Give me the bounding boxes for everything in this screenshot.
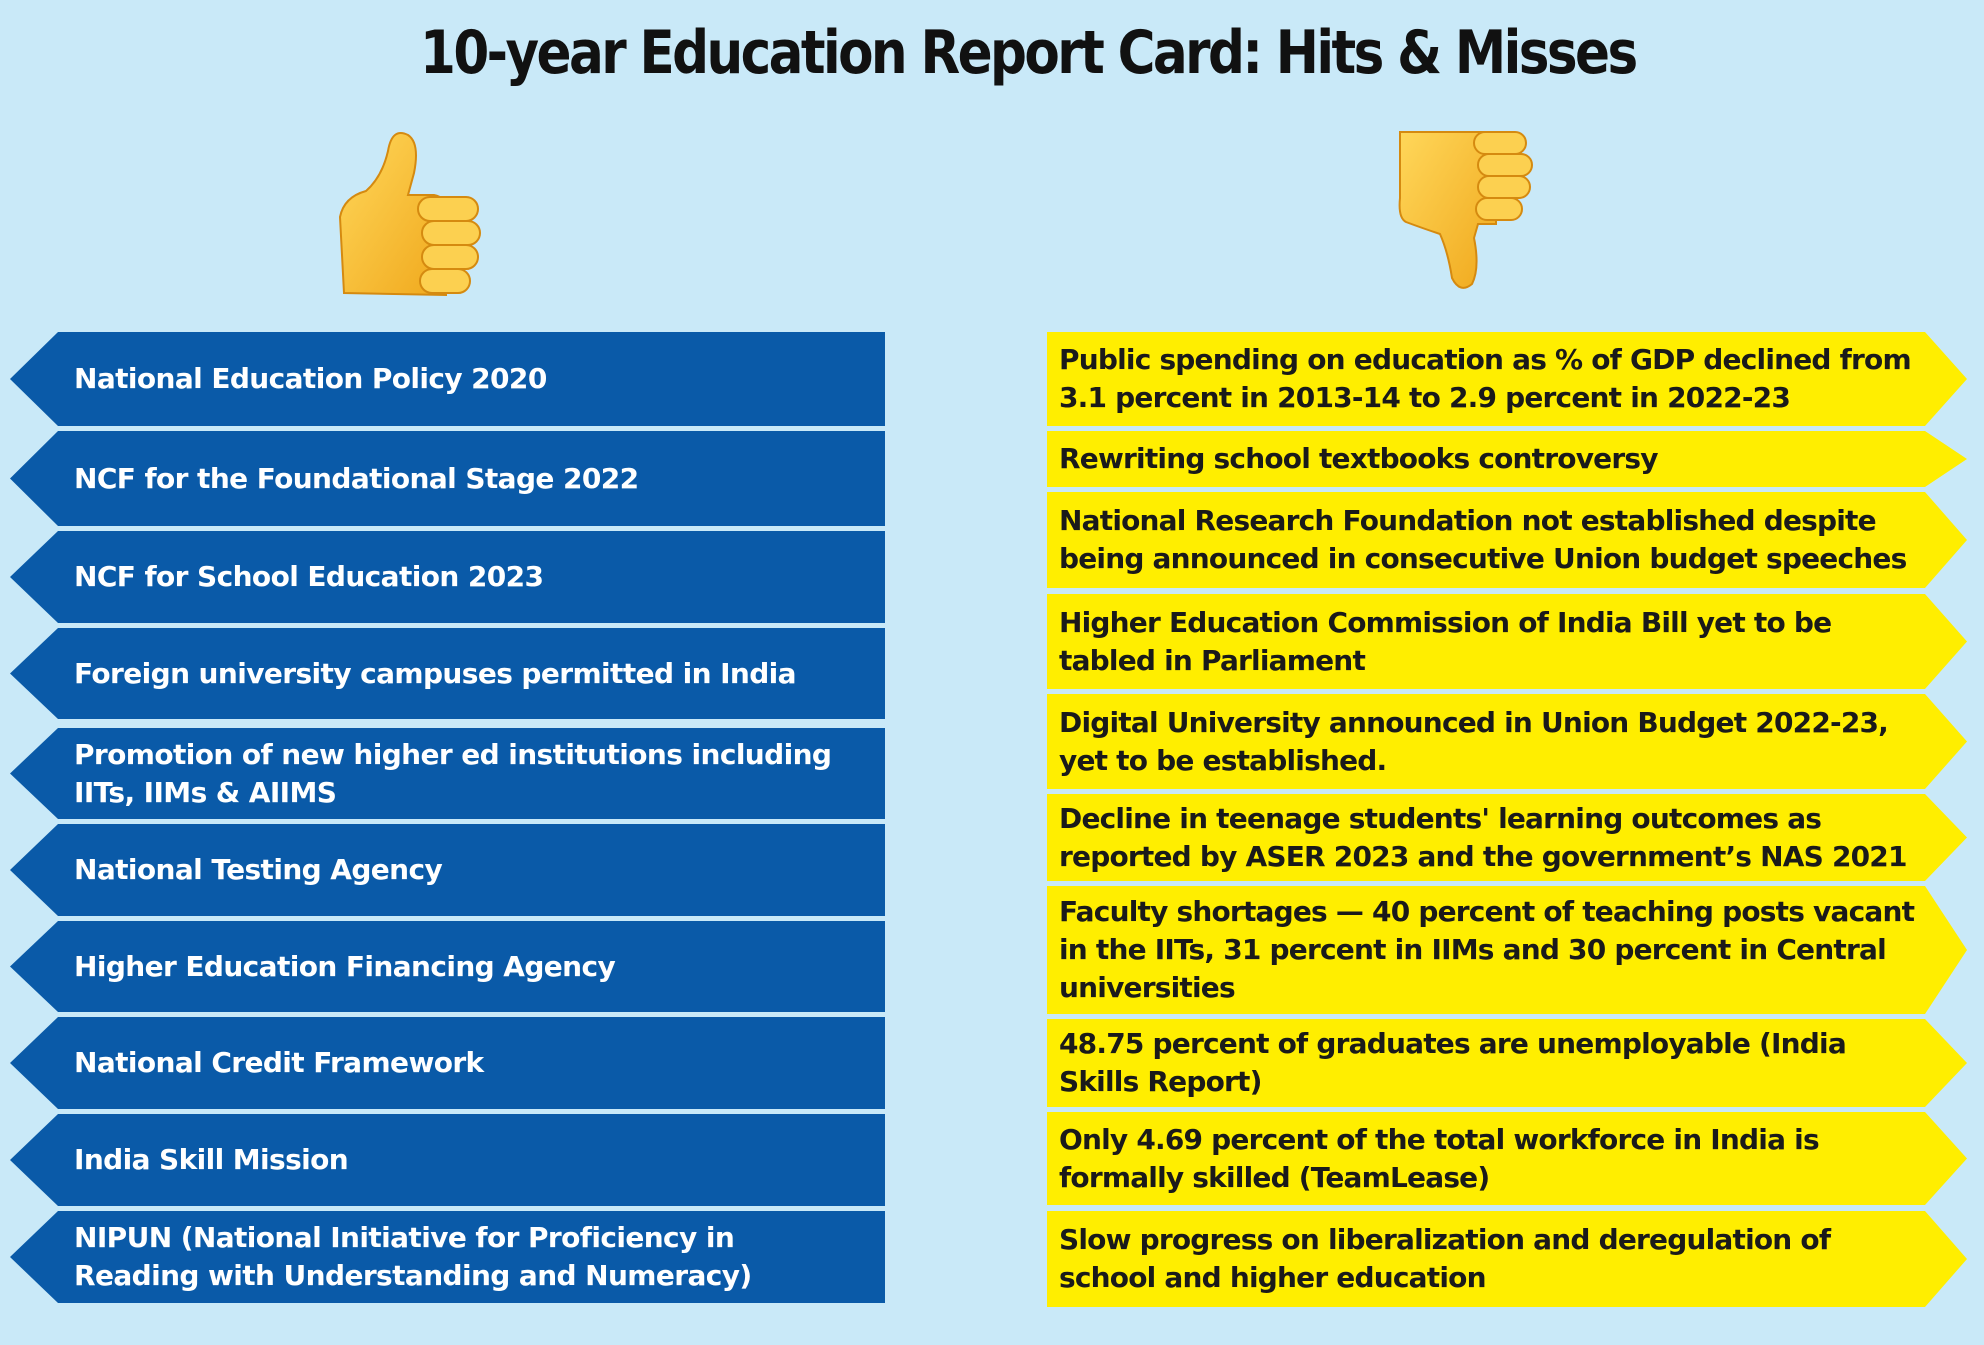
miss-item-label: National Research Foundation not establi…	[1059, 504, 1907, 575]
hit-item: NCF for the Foundational Stage 2022	[10, 431, 885, 526]
miss-item: Rewriting school textbooks controversy	[1047, 431, 1967, 487]
hit-item-label: Promotion of new higher ed institutions …	[74, 737, 832, 809]
thumbs-up-icon	[338, 132, 481, 297]
miss-item-label: Digital University announced in Union Bu…	[1059, 705, 1889, 777]
miss-item: 48.75 percent of graduates are unemploya…	[1047, 1019, 1967, 1107]
hit-item: NCF for School Education 2023	[10, 531, 885, 623]
miss-item-label: Higher Education Commission of India Bil…	[1059, 605, 1832, 677]
miss-item: Public spending on education as % of GDP…	[1047, 332, 1967, 426]
hit-item: Promotion of new higher ed institutions …	[10, 728, 885, 819]
hit-item-label: NCF for School Education 2023	[74, 560, 544, 593]
miss-item: Slow progress on liberalization and dere…	[1047, 1211, 1967, 1307]
page-title: 10-year Education Report Card: Hits & Mi…	[420, 18, 1638, 88]
hit-item-label: NIPUN (National Initiative for Proficien…	[74, 1221, 752, 1292]
thumbs-down-icon	[1398, 131, 1533, 289]
miss-item: Digital University announced in Union Bu…	[1047, 694, 1967, 789]
miss-item-label: Rewriting school textbooks controversy	[1059, 442, 1658, 475]
miss-item: Higher Education Commission of India Bil…	[1047, 594, 1967, 689]
hit-item: Foreign university campuses permitted in…	[10, 628, 885, 719]
hit-item: National Credit Framework	[10, 1017, 885, 1109]
miss-item: National Research Foundation not establi…	[1047, 492, 1967, 588]
miss-item: Only 4.69 percent of the total workforce…	[1047, 1112, 1967, 1205]
hit-item-label: NCF for the Foundational Stage 2022	[74, 461, 639, 495]
hit-item: Higher Education Financing Agency	[10, 921, 885, 1012]
hit-item-label: India Skill Mission	[74, 1143, 349, 1176]
hit-item-label: National Education Policy 2020	[74, 362, 547, 395]
hit-item-label: National Credit Framework	[74, 1046, 484, 1079]
miss-item-label: Slow progress on liberalization and dere…	[1059, 1223, 1831, 1294]
miss-item-label: Faculty shortages — 40 percent of teachi…	[1059, 895, 1915, 1004]
hit-item-label: Foreign university campuses permitted in…	[74, 656, 797, 690]
hit-item: India Skill Mission	[10, 1114, 885, 1206]
miss-item-label: Only 4.69 percent of the total workforce…	[1059, 1122, 1819, 1194]
hit-item: National Education Policy 2020	[10, 332, 885, 426]
miss-item: Faculty shortages — 40 percent of teachi…	[1047, 886, 1967, 1014]
miss-item-label: Public spending on education as % of GDP…	[1059, 343, 1911, 414]
miss-item: Decline in teenage students' learning ou…	[1047, 794, 1967, 881]
hit-item-label: Higher Education Financing Agency	[74, 949, 616, 983]
miss-item-label: 48.75 percent of graduates are unemploya…	[1059, 1027, 1846, 1098]
hit-item-label: National Testing Agency	[74, 853, 443, 886]
miss-item-label: Decline in teenage students' learning ou…	[1059, 801, 1907, 873]
hit-item: National Testing Agency	[10, 824, 885, 916]
hit-item: NIPUN (National Initiative for Proficien…	[10, 1211, 885, 1303]
